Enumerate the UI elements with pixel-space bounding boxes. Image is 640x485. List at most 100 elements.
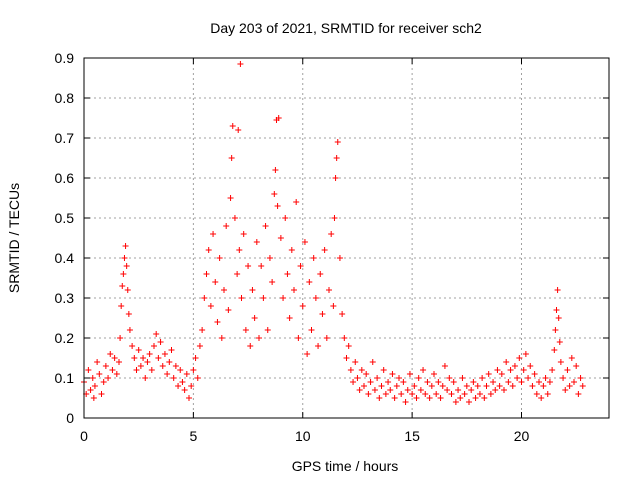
data-point: [317, 271, 324, 277]
data-point: [487, 391, 494, 397]
y-axis-label: SRMTID / TECUs: [6, 183, 22, 293]
data-point: [249, 287, 256, 293]
data-point: [192, 355, 199, 361]
data-point: [406, 371, 413, 377]
data-point: [552, 327, 559, 333]
data-point: [240, 231, 247, 237]
data-point: [102, 363, 109, 369]
data-point: [371, 387, 378, 393]
data-point: [271, 191, 278, 197]
chart-title: Day 203 of 2021, SRMTID for receiver sch…: [210, 20, 482, 36]
data-point: [435, 379, 442, 385]
data-point: [413, 395, 420, 401]
data-point: [503, 359, 510, 365]
data-point: [269, 279, 276, 285]
data-point: [553, 307, 560, 313]
data-point: [494, 367, 501, 373]
data-point: [441, 363, 448, 369]
x-tick-label: 15: [404, 428, 420, 444]
data-point: [203, 271, 210, 277]
data-point: [151, 343, 157, 349]
data-point: [235, 127, 242, 133]
data-point: [293, 199, 300, 205]
data-point: [470, 379, 477, 385]
data-point: [562, 387, 569, 393]
data-point: [107, 351, 114, 357]
data-point: [315, 343, 322, 349]
data-point: [194, 375, 201, 381]
data-point: [483, 383, 490, 389]
data-point: [463, 383, 470, 389]
data-point: [137, 363, 144, 369]
data-point: [479, 375, 486, 381]
y-tick-label: 0.8: [55, 90, 75, 106]
data-point: [85, 367, 92, 373]
data-point: [536, 379, 542, 385]
data-point: [529, 383, 536, 389]
y-tick-label: 0.2: [55, 330, 75, 346]
data-point: [321, 247, 328, 253]
x-tick-label: 0: [80, 428, 88, 444]
data-point: [280, 295, 287, 301]
data-point: [205, 247, 212, 253]
data-point: [431, 371, 437, 377]
data-point: [214, 319, 221, 325]
data-point: [121, 255, 128, 261]
plot-frame: [83, 57, 610, 419]
data-point: [455, 387, 462, 393]
data-point: [339, 311, 346, 317]
data-point: [117, 335, 124, 341]
data-point: [426, 395, 433, 401]
data-point: [306, 279, 313, 285]
data-point: [468, 387, 475, 393]
data-point: [125, 311, 132, 317]
data-point: [247, 343, 254, 349]
data-point: [347, 367, 354, 373]
data-point: [126, 327, 133, 333]
data-point: [111, 355, 118, 361]
x-tick-label: 20: [514, 428, 530, 444]
y-tick-label: 0.6: [55, 170, 75, 186]
data-point: [333, 155, 340, 161]
data-point: [393, 383, 400, 389]
data-point: [448, 391, 455, 397]
data-point: [190, 367, 197, 373]
data-point: [223, 223, 230, 229]
data-point: [274, 203, 281, 209]
data-point: [245, 263, 252, 269]
data-point: [260, 295, 267, 301]
data-point: [91, 383, 98, 389]
data-point: [140, 355, 147, 361]
data-point: [507, 367, 514, 373]
data-point: [301, 239, 308, 245]
data-point: [237, 61, 244, 67]
data-point: [577, 375, 584, 381]
data-point: [396, 375, 402, 381]
data-point: [155, 355, 162, 361]
data-point: [361, 383, 367, 389]
data-point: [186, 395, 192, 401]
data-point: [542, 375, 549, 381]
data-point: [295, 335, 302, 341]
y-tick-label: 0.5: [55, 210, 75, 226]
data-point: [476, 391, 483, 397]
data-point: [291, 287, 297, 293]
data-point: [433, 391, 440, 397]
data-point: [216, 255, 223, 261]
data-point: [492, 387, 499, 393]
data-point: [166, 359, 173, 365]
data-point: [119, 283, 126, 289]
data-point: [564, 367, 571, 373]
data-point: [411, 383, 418, 389]
data-point: [376, 395, 383, 401]
data-point: [481, 395, 488, 401]
data-point: [181, 387, 188, 393]
data-point: [229, 123, 236, 129]
data-point: [417, 387, 424, 393]
data-point: [387, 387, 394, 393]
data-point: [402, 399, 409, 405]
data-point: [446, 375, 453, 381]
data-point: [142, 375, 149, 381]
